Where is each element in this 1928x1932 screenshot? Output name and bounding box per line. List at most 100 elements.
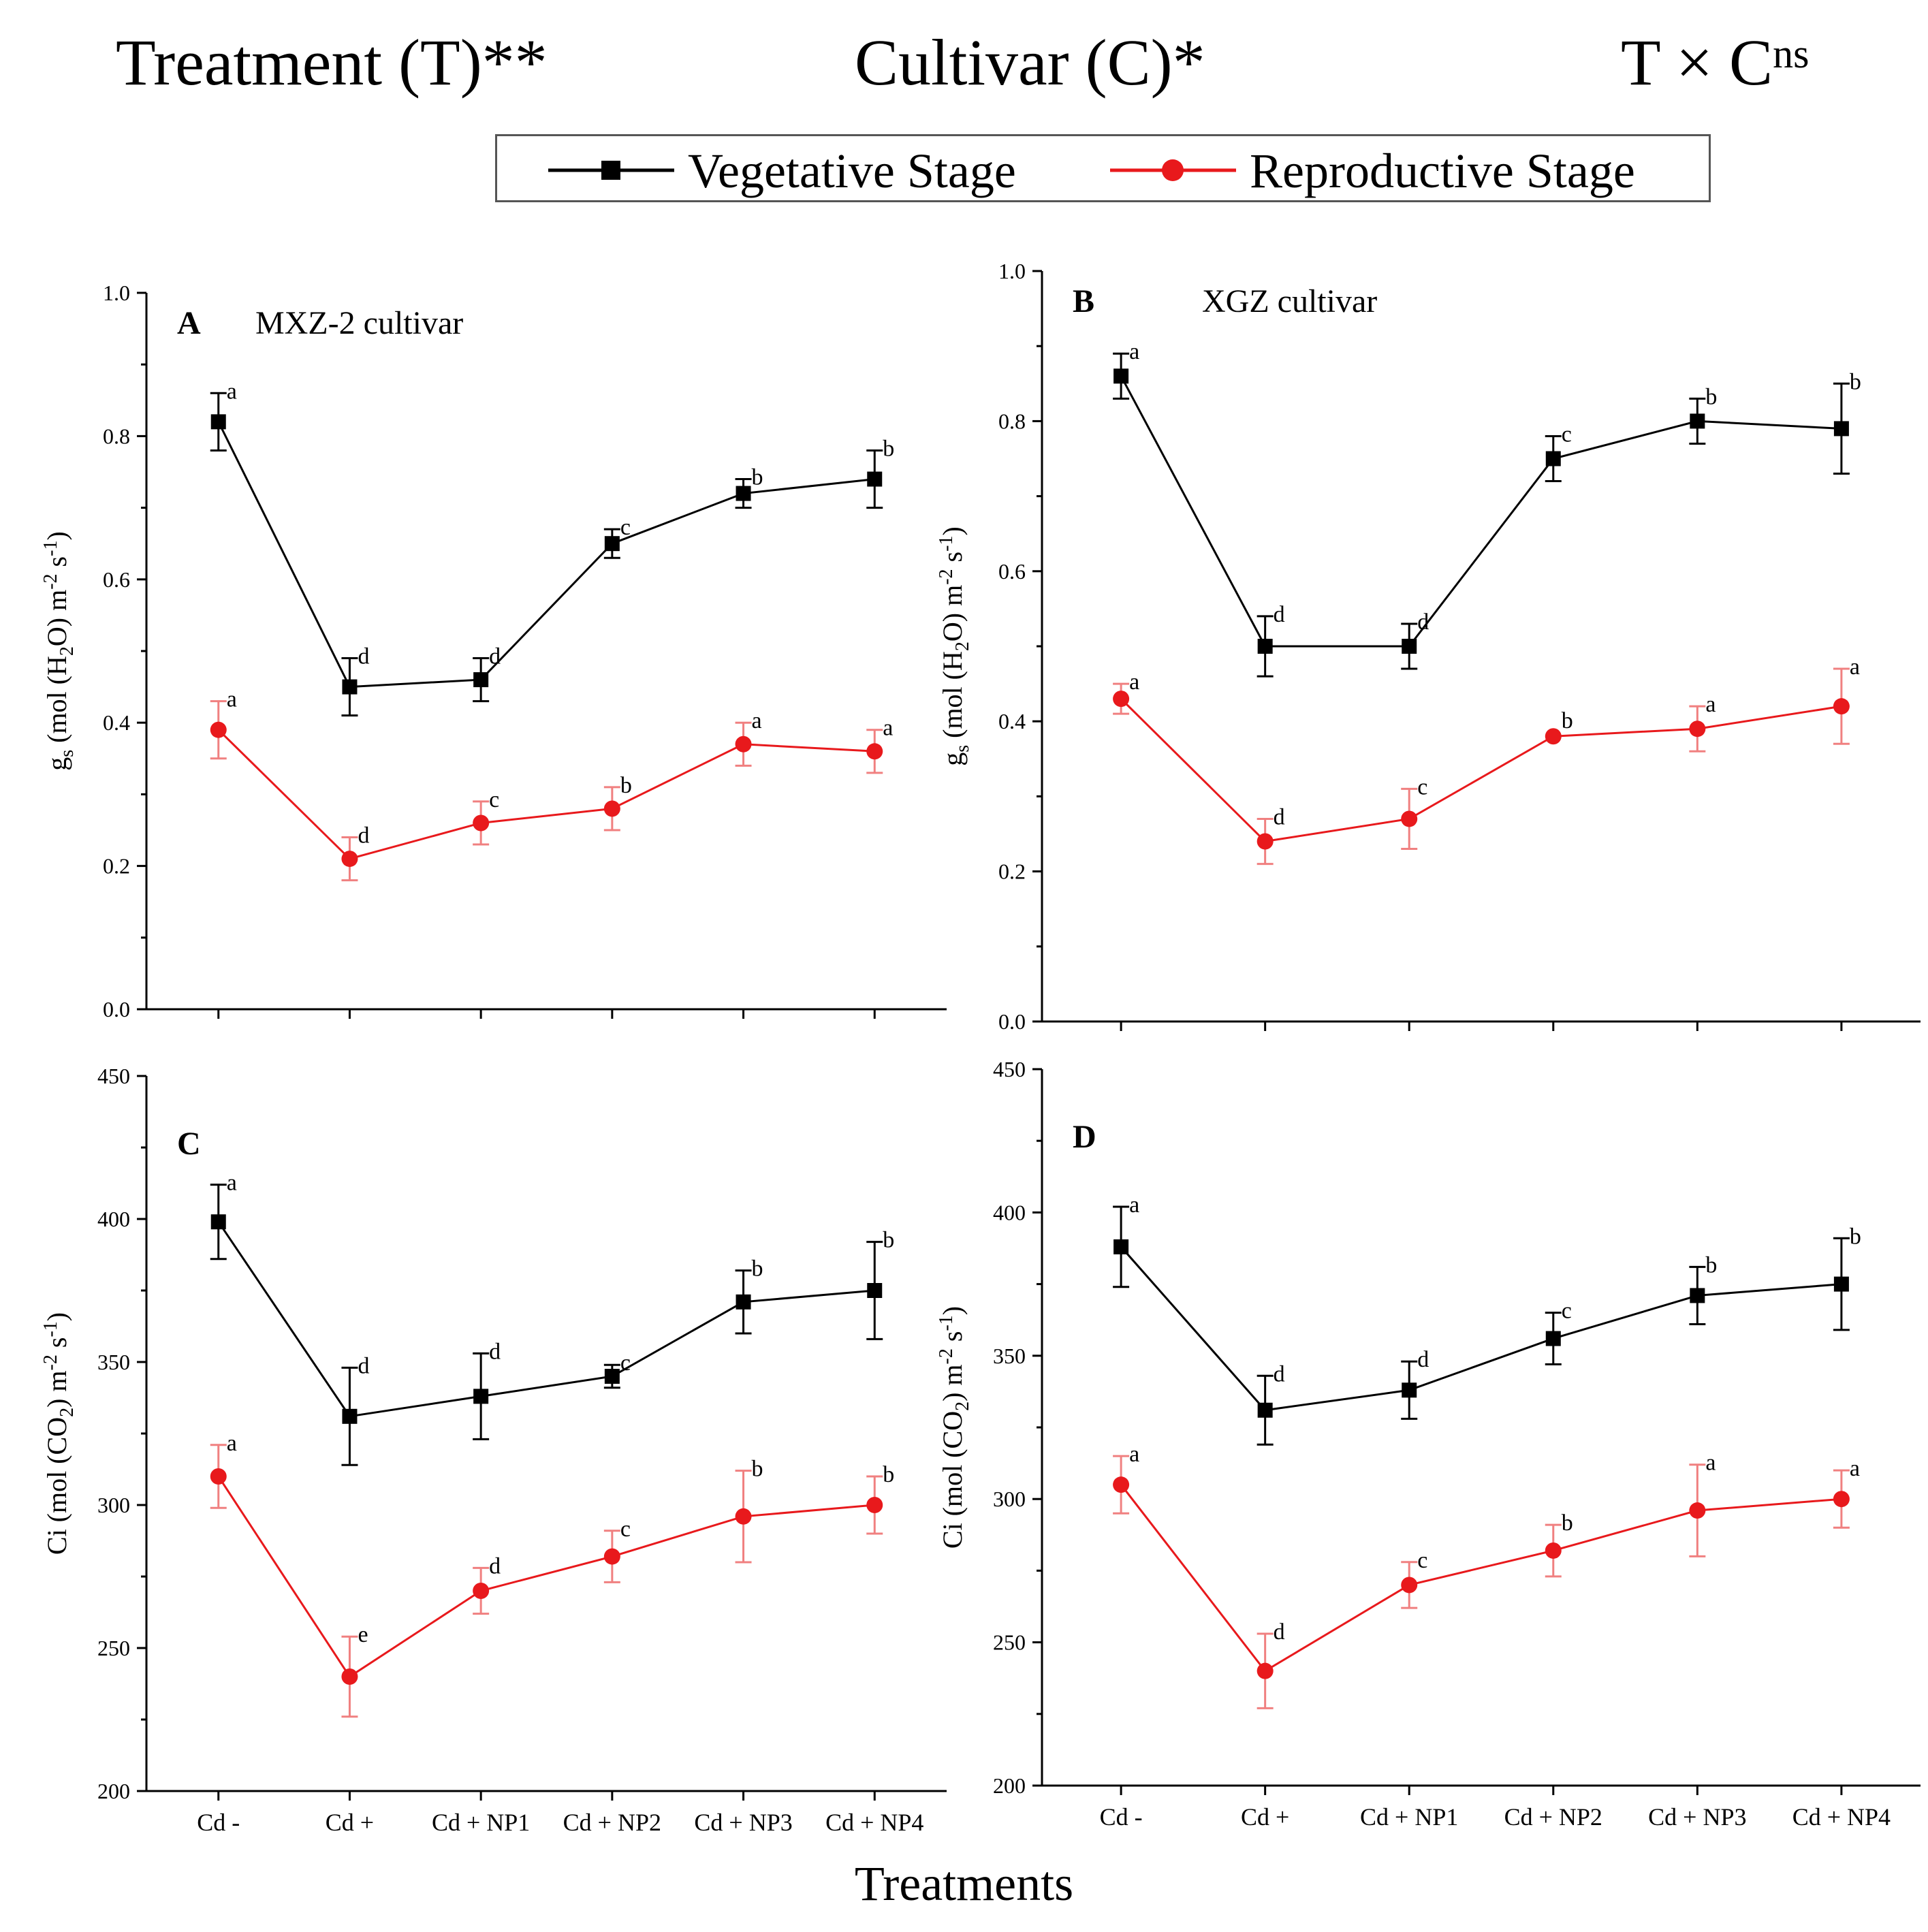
legend: Vegetative Stage Reproductive Stage [495,134,1711,202]
panel-b-reproductive-point [1257,833,1274,850]
panel-d-y-tick-label: 250 [993,1630,1026,1655]
cultivar-significance: Cultivar (C)* [855,26,1205,99]
panel-a-reproductive-letter-label: c [489,787,499,812]
panel-b-vegetative-letter-label: a [1129,339,1139,364]
panel-a-y-axis-label-part: (mol (H [42,656,72,750]
panel-c-vegetative-letter-label: d [358,1353,369,1378]
panel-c-y-axis-label-part: Ci [42,1529,72,1555]
panel-c-letter: C [177,1126,201,1162]
panel-a-y-axis-label: gs (mol (H2O) m-2 s-1) [40,531,78,771]
panel-d-x-tick-label: Cd + NP3 [1648,1803,1746,1831]
panel-d-y-axis-label-part: Ci [937,1523,968,1549]
panel-d-vegetative-point [1402,1382,1417,1398]
panel-d-reproductive-letter-label: c [1417,1548,1427,1573]
panel-a-y-axis-label-part: 2 [57,646,78,656]
panel-c-x-tick-label: Cd + NP1 [432,1809,530,1836]
panel-c-vegetative-letter-label: d [489,1339,501,1364]
panel-b-vegetative-point [1402,639,1417,654]
panel-c-vegetative-point [736,1294,751,1310]
panel-a-y-axis-label-part: -1 [40,541,61,556]
panel-c-y-tick-label: 400 [97,1207,130,1231]
panel-c-y-axis-label: Ci (mol (CO2) m-2 s-1) [40,1312,78,1555]
panel-b-y-tick-label: 0.4 [998,709,1026,733]
panel-d-vegetative-point [1257,1402,1273,1418]
panel-a-vegetative-point [604,536,620,552]
panel-a-vegetative-point [736,486,751,501]
panel-c-reproductive-letter-label: c [620,1517,631,1542]
panel-d-vegetative-letter-label: b [1850,1224,1861,1249]
panel-a-reproductive-letter-label: b [620,773,632,798]
panel-c-y-tick-label: 250 [97,1636,130,1660]
panel-a-y-tick-label: 1.0 [103,281,130,305]
panel-d-y-axis-label-part: -1 [936,1315,957,1331]
panel-b-y-axis-label: gs (mol (H2O) m-2 s-1) [936,526,973,766]
treatment-significance: Treatment (T)** [116,26,548,99]
panel-c-vegetative-point [210,1214,226,1230]
panel-a-letter: A [177,305,201,341]
panel-b-vegetative-point [1257,639,1273,654]
panel-b-y-axis-label-part: 2 [952,642,973,651]
panel-b-reproductive-letter-label: a [1850,654,1860,680]
panel-a-reproductive-point [866,743,883,760]
panel-a-y-tick-label: 0.2 [103,854,130,878]
panel-b-vegetative-point [1690,413,1705,429]
panel-b-reproductive-point [1545,728,1562,745]
panel-a-reproductive-letter-label: a [227,687,237,712]
panel-b-reproductive-letter-label: b [1562,708,1573,733]
panel-c-reproductive-line [217,1476,875,1679]
panel-b-y-axis-label-part: s [937,552,968,569]
panel-c-vegetative-letter-label: a [227,1171,237,1196]
panel-a-y-axis-label-part: g [42,757,72,771]
panel-d-y-tick-label: 200 [993,1773,1026,1798]
panel-c-y-axis-label-part: s [42,1337,72,1355]
panel-a-y-tick-label: 0.4 [103,710,130,735]
panel-b-reproductive-letter-label: d [1274,804,1285,829]
panel-d-y-tick-label: 350 [993,1344,1026,1368]
panel-d-reproductive-point [1545,1542,1562,1559]
panel-d-reproductive-point [1833,1491,1850,1508]
panel-d-reproductive-letter-label: b [1562,1510,1573,1536]
panel-c-reproductive-letter-label: b [752,1457,763,1482]
panel-b-vegetative-letter-label: b [1850,369,1861,394]
panel-b-vegetative-point [1113,368,1129,384]
legend-vegetative-label: Vegetative Stage [688,144,1016,198]
panel-c-reproductive-point [866,1497,883,1513]
panel-b-reproductive-letter-label: a [1129,669,1139,695]
panel-d-reproductive-letter-label: d [1274,1619,1285,1645]
panel-b-y-axis-label-part: (mol (H [937,651,968,745]
panel-d-vegetative-point [1545,1331,1561,1346]
panel-a-reproductive-point [603,800,620,817]
panel-a-y-axis-label-part: O) m [42,590,72,646]
panel-d-reproductive-letter-label: a [1129,1442,1139,1467]
panel-b-reproductive-point [1689,720,1706,738]
panel-c-reproductive-point [735,1508,752,1525]
panel-b-y-axis-label-part: -1 [936,536,957,552]
panel-c-y-axis-label-part: 2 [57,1408,78,1417]
panel-c-vegetative-point [473,1389,489,1404]
panel-c-reproductive-letter-label: e [358,1622,368,1647]
panel-b-reproductive-letter-label: a [1705,692,1716,717]
panel-a-reproductive-point [735,735,752,753]
panel-b-title: XGZ cultivar [1202,283,1377,319]
panel-a-vegetative-line [217,421,875,688]
panel-d-reproductive-letter-label: a [1850,1456,1860,1481]
panel-b-letter: B [1073,283,1094,319]
panel-d-vegetative-letter-label: b [1705,1252,1717,1278]
panel-b-vegetative-letter-label: c [1562,422,1572,447]
panel-a-y-axis-label-part: s [42,556,72,574]
panel-a-vegetative-letter-label: b [883,436,894,461]
panel-a-title: MXZ-2 cultivar [255,305,463,341]
panel-a-reproductive-letter-label: a [752,708,762,733]
panel-d-vegetative-letter-label: c [1562,1299,1572,1324]
panel-c-x-tick-label: Cd + NP2 [563,1809,661,1836]
panel-c-y-axis-label-part: ) [42,1312,72,1321]
panel-c-x-tick-label: Cd + [326,1809,374,1836]
panel-d-vegetative-letter-label: a [1129,1192,1139,1218]
legend-svg: Vegetative Stage Reproductive Stage [548,144,1635,198]
panel-a-y-axis-label-part: -2 [40,573,61,589]
panel-b-y-axis-label-part: g [937,753,968,766]
panel-b-y-axis-label-part: -2 [936,569,957,584]
panel-d-vegetative-point [1690,1288,1705,1303]
